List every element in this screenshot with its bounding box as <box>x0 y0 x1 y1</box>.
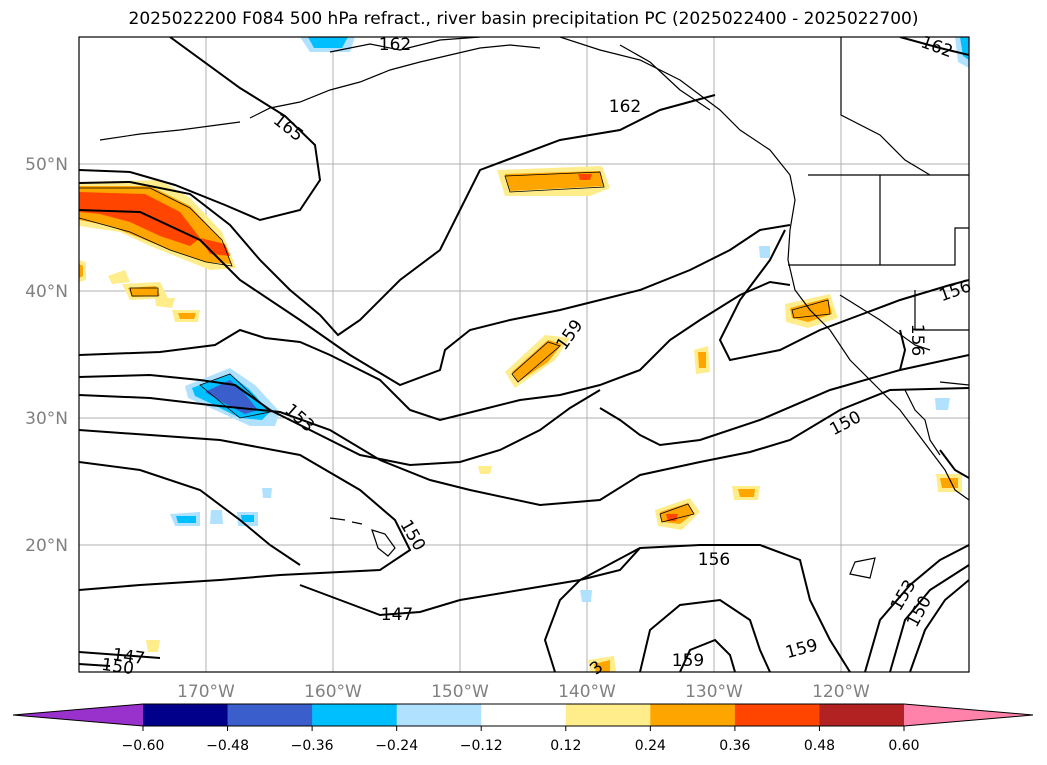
lat-label: 40°N <box>25 282 68 302</box>
contour-label: 162 <box>609 97 641 117</box>
colorbar-tick-label: 0.36 <box>719 738 750 754</box>
map-title: 2025022200 F084 500 hPa refract., river … <box>128 9 919 29</box>
contour-label: 147 <box>381 605 413 625</box>
lon-label: 150°W <box>431 682 489 702</box>
colorbar-segment <box>565 704 651 726</box>
lon-label: 120°W <box>812 682 870 702</box>
latitude-labels: 50°N 40°N 30°N 20°N <box>25 155 68 556</box>
lon-label: 140°W <box>558 682 616 702</box>
colorbar-segment <box>819 704 905 726</box>
lon-label: 170°W <box>177 682 235 702</box>
map-frame <box>78 36 970 673</box>
contour-label: 147 <box>111 645 146 669</box>
colorbar-tick-label: −0.60 <box>122 738 165 754</box>
lat-label: 30°N <box>25 409 68 429</box>
contour-label: 159 <box>783 635 820 663</box>
longitude-labels: 170°W 160°W 150°W 140°W 130°W 120°W <box>177 682 870 702</box>
map-plot-area <box>79 37 969 672</box>
colorbar-tick-label: −0.36 <box>291 738 334 754</box>
contour-label: 165 <box>269 110 307 146</box>
colorbar-segment <box>481 704 567 726</box>
colorbar-tick-label: 0.60 <box>888 738 919 754</box>
colorbar-extend-right <box>904 704 1033 726</box>
coastlines <box>99 37 969 579</box>
colorbar-segment <box>650 704 736 726</box>
lon-label: 160°W <box>304 682 362 702</box>
graticule <box>79 37 969 672</box>
colorbar-tick-label: −0.24 <box>375 738 418 754</box>
colorbar-segment <box>734 704 820 726</box>
contour-label: 156 <box>907 324 927 356</box>
refractivity-contours <box>79 37 969 672</box>
colorbar-tick-label: −0.12 <box>460 738 503 754</box>
colorbar-segment <box>227 704 313 726</box>
precip-positive-areas <box>79 166 962 672</box>
contour-label: 150 <box>827 407 865 440</box>
lat-label: 20°N <box>25 536 68 556</box>
colorbar-tick-label: −0.48 <box>206 738 249 754</box>
contour-label: 156 <box>937 276 974 306</box>
colorbar-segment <box>143 704 229 726</box>
contour-label: 156 <box>698 550 730 570</box>
colorbar-tick-label: 0.12 <box>550 738 581 754</box>
contour-label: 150 <box>100 655 135 679</box>
contour-label: 159 <box>672 651 704 671</box>
colorbar-tick-label: 0.24 <box>635 738 666 754</box>
colorbar-tick-label: 0.48 <box>804 738 835 754</box>
colorbar-segment <box>396 704 482 726</box>
colorbar-extend-left <box>13 704 143 726</box>
contour-label: 150 <box>396 516 430 554</box>
precip-negative-areas <box>170 37 969 602</box>
lon-label: 130°W <box>685 682 743 702</box>
lat-label: 50°N <box>25 155 68 175</box>
contour-label: 162 <box>379 35 411 55</box>
colorbar: −0.60 −0.48 −0.36 −0.24 −0.12 0.12 0.24 0.36 0.4… <box>12 703 1034 754</box>
colorbar-segment <box>312 704 398 726</box>
